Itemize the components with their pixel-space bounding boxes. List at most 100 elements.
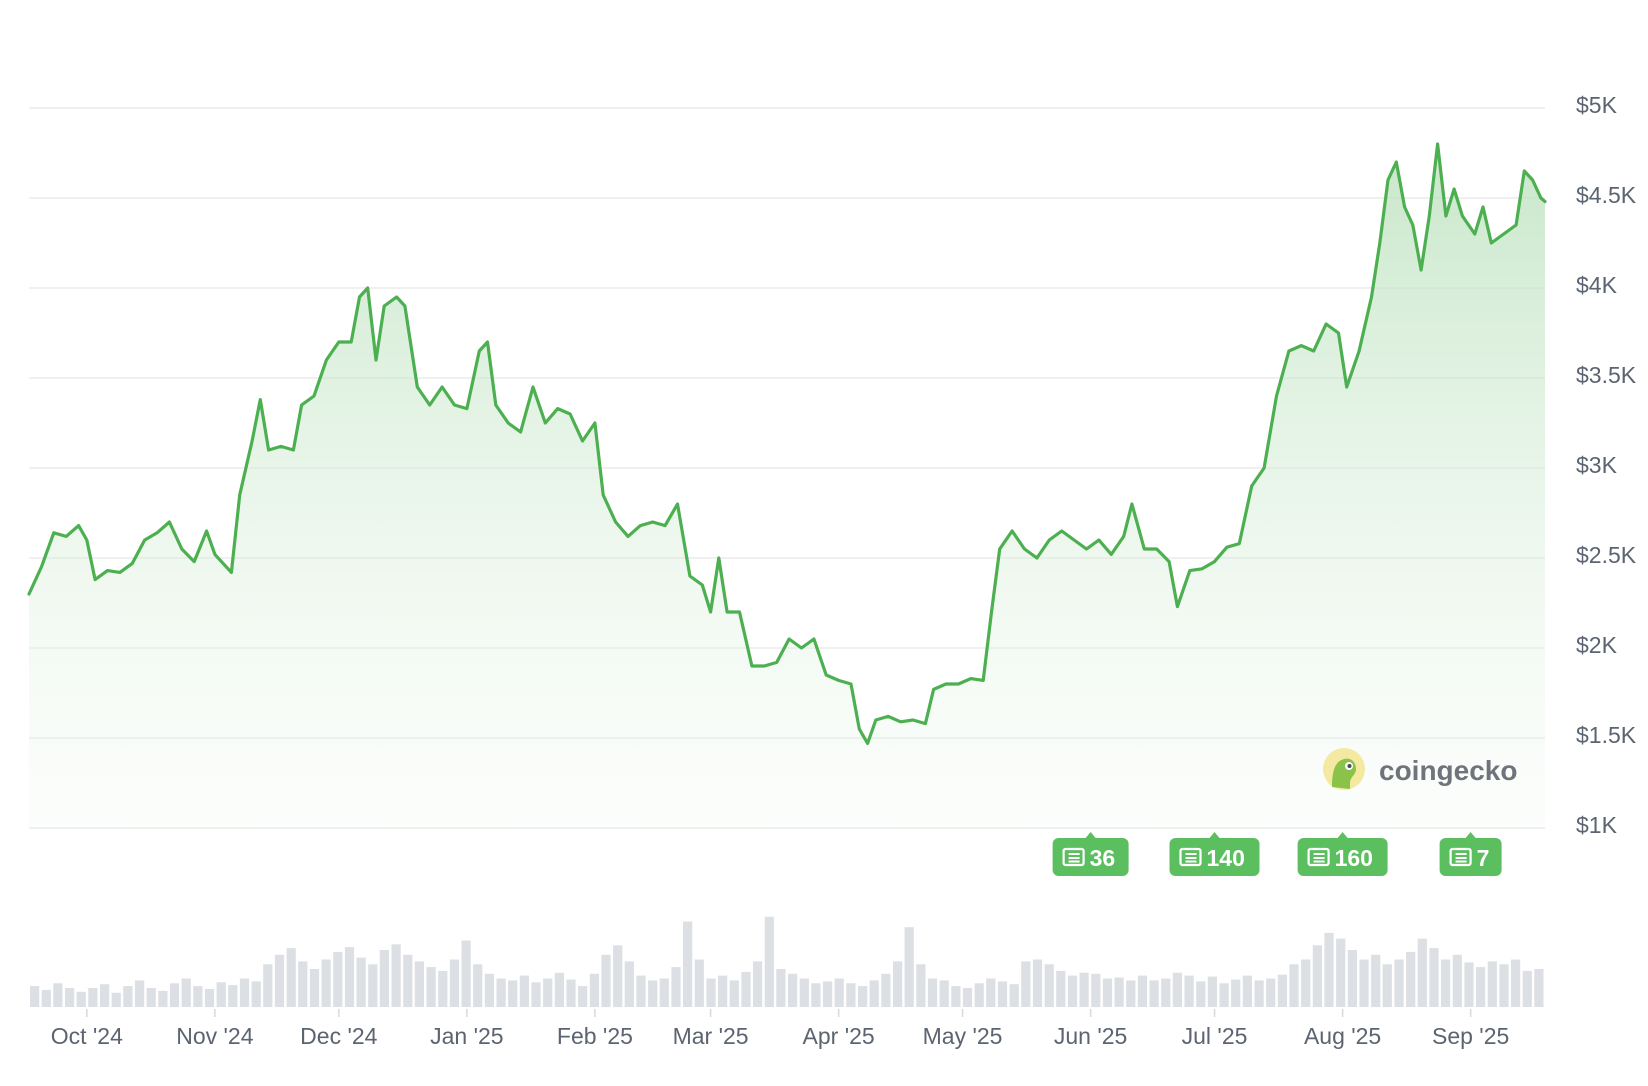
volume-bar	[578, 986, 588, 1007]
news-badge-bg	[1052, 838, 1129, 876]
volume-bar	[1347, 950, 1357, 1007]
volume-bar	[473, 964, 483, 1008]
news-badge-count: 36	[1090, 845, 1116, 871]
coingecko-watermark: coingecko	[1323, 748, 1517, 790]
volume-bar	[193, 986, 203, 1007]
volume-bar	[718, 975, 728, 1007]
volume-bar	[694, 959, 704, 1007]
volume-bar	[1102, 978, 1113, 1007]
volume-bar	[1091, 973, 1101, 1008]
volume-bar	[391, 944, 401, 1007]
volume-bar	[636, 975, 646, 1007]
volume-bar	[1009, 984, 1019, 1007]
volume-bar	[1452, 954, 1462, 1008]
volume-bar	[974, 983, 984, 1008]
volume-bar	[1079, 972, 1089, 1007]
volume-bar	[799, 978, 809, 1007]
news-badge[interactable]: 36	[1052, 832, 1129, 876]
newspaper-icon	[1449, 847, 1472, 867]
volume-bar	[566, 979, 576, 1007]
volume-bar	[1184, 975, 1194, 1007]
volume-bar	[986, 978, 996, 1007]
volume-bar	[438, 970, 448, 1007]
volume-bar	[1219, 983, 1229, 1008]
volume-bar	[904, 927, 914, 1007]
volume-bar	[1021, 961, 1031, 1007]
volume-bar	[1406, 951, 1416, 1007]
volume-bar	[683, 921, 693, 1007]
volume-bar	[1289, 964, 1299, 1008]
volume-bar	[1207, 976, 1217, 1007]
news-badge[interactable]: 160	[1297, 832, 1388, 876]
volume-bar	[1254, 980, 1264, 1007]
volume-bar	[239, 978, 250, 1007]
volume-bar	[648, 980, 658, 1007]
volume-bar	[519, 975, 529, 1007]
volume-bar	[1056, 970, 1066, 1007]
volume-bar	[741, 971, 751, 1007]
volume-bar	[484, 973, 494, 1008]
y-tick-label: $2.5K	[1576, 542, 1637, 568]
x-tick-label: Feb '25	[557, 1023, 633, 1049]
volume-bar	[403, 954, 413, 1008]
volume-bar	[613, 945, 623, 1008]
volume-bar	[1417, 938, 1427, 1007]
volume-bar	[1301, 959, 1311, 1007]
x-tick-label: May '25	[923, 1023, 1003, 1049]
volume-bar	[1441, 959, 1451, 1007]
volume-bar	[1231, 979, 1241, 1007]
volume-bar	[1476, 967, 1486, 1007]
volume-bar	[41, 989, 51, 1007]
volume-bar	[1511, 959, 1521, 1007]
volume-bar	[181, 978, 191, 1007]
x-tick-label: Jun '25	[1054, 1023, 1127, 1049]
volume-bar	[135, 980, 145, 1007]
volume-bar	[1044, 964, 1054, 1008]
volume-bar	[228, 985, 238, 1007]
volume-bar	[65, 988, 75, 1007]
volume-bar	[671, 967, 681, 1007]
volume-bar	[123, 986, 133, 1007]
x-tick-label: Apr '25	[803, 1023, 875, 1049]
volume-bar	[531, 982, 541, 1007]
volume-bar	[508, 980, 518, 1007]
volume-bar	[1196, 981, 1206, 1008]
volume-bar	[1277, 974, 1287, 1007]
volume-bar	[1126, 980, 1136, 1007]
volume-bar	[811, 983, 821, 1008]
volume-bar	[1032, 959, 1043, 1007]
volume-bar	[426, 967, 436, 1007]
volume-bar	[158, 990, 168, 1008]
volume-bar	[298, 961, 308, 1007]
x-tick-label: Jul '25	[1182, 1023, 1248, 1049]
volume-bar	[962, 988, 973, 1007]
x-axis: Oct '24 Nov '24 Dec '24 Jan '25 Feb '25 Mar '…	[51, 1009, 1509, 1049]
volume-bar	[286, 948, 296, 1007]
news-badge-bg	[1169, 838, 1260, 876]
x-tick-label: Sep '25	[1432, 1023, 1509, 1049]
price-line	[27, 142, 1547, 745]
volume-bar	[204, 989, 215, 1008]
price-area-fill	[29, 144, 1545, 828]
volume-bar	[1394, 959, 1404, 1007]
volume-bar	[1149, 980, 1159, 1007]
volume-bar	[834, 978, 844, 1007]
volume-bars	[30, 916, 1544, 1008]
volume-bar	[251, 981, 261, 1008]
volume-bar	[729, 980, 739, 1007]
volume-bar	[1266, 978, 1276, 1007]
volume-bar	[368, 964, 378, 1008]
x-tick-label: Dec '24	[300, 1023, 377, 1049]
newspaper-icon	[1179, 847, 1202, 867]
y-tick-label: $4.5K	[1576, 182, 1637, 208]
volume-bar	[753, 961, 763, 1007]
volume-bar	[344, 947, 355, 1007]
volume-bar	[1067, 975, 1078, 1007]
volume-bar	[321, 959, 331, 1007]
news-badge[interactable]: 7	[1439, 832, 1502, 876]
news-badge[interactable]: 140	[1169, 832, 1260, 876]
newspaper-icon	[1062, 847, 1085, 867]
volume-bar	[776, 969, 786, 1007]
volume-bar	[1242, 975, 1252, 1007]
volume-bar	[1324, 932, 1334, 1007]
